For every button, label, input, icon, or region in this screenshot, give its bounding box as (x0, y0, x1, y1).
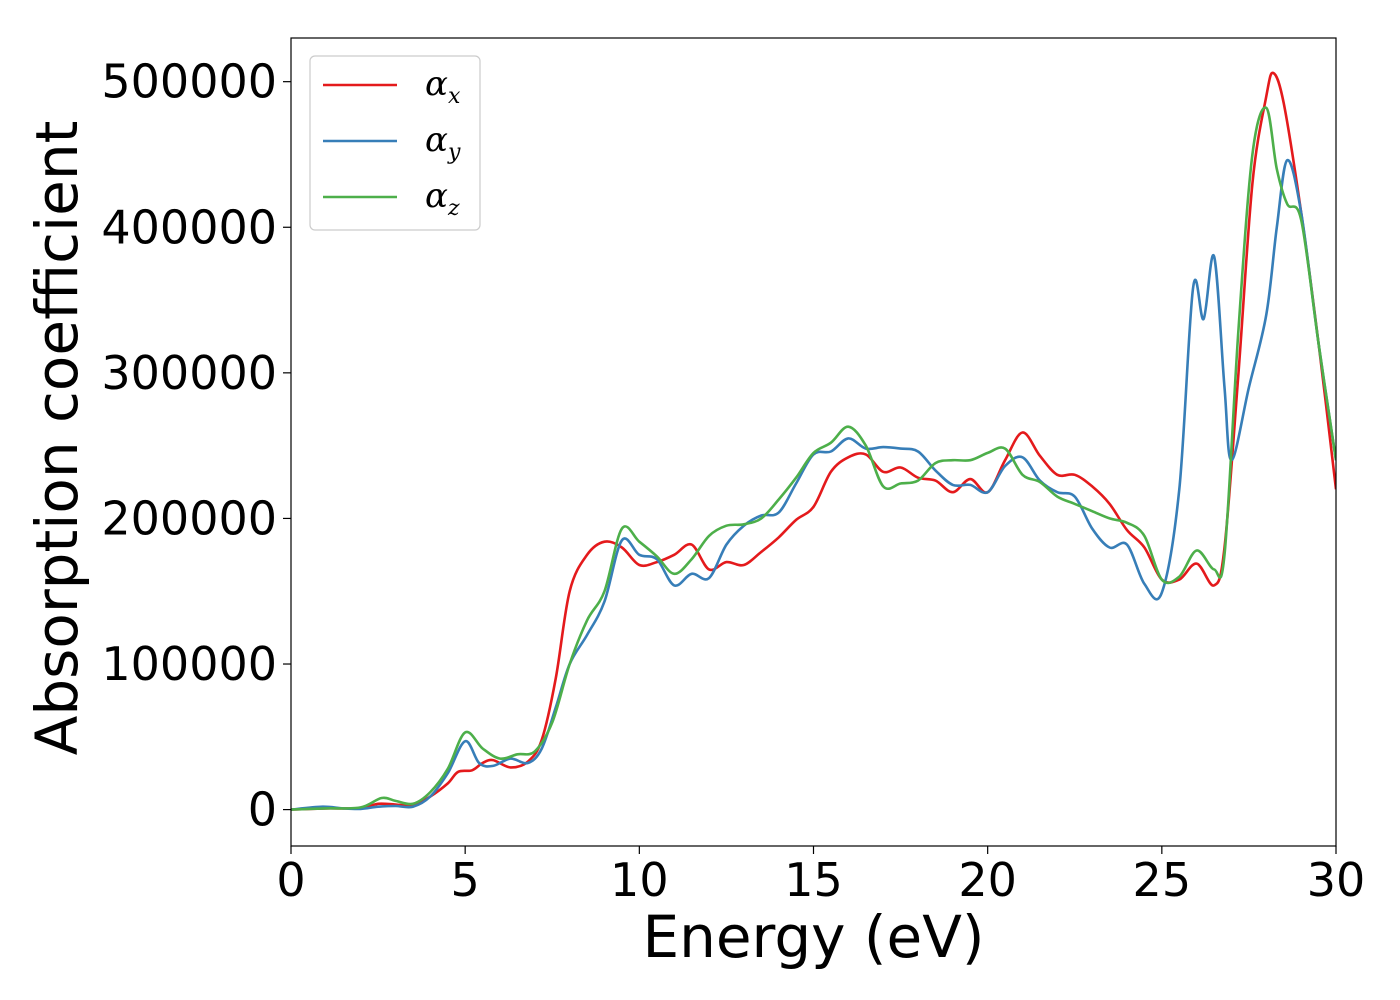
y-tick-label: 300000 (101, 346, 277, 400)
series-line-z (291, 106, 1336, 811)
x-axis-ticks: 0 5 10 15 20 25 30 (276, 846, 1365, 907)
y-axis-ticks: 0 100000 200000 300000 400000 500000 (101, 55, 291, 837)
x-tick-label: 30 (1307, 853, 1366, 907)
y-tick-label: 0 (248, 783, 277, 837)
legend-label-x: αx (425, 64, 461, 109)
y-tick-label: 200000 (101, 491, 277, 545)
y-tick-label: 500000 (101, 55, 277, 109)
series-layer (291, 71, 1336, 811)
y-axis-label: Absorption coefficient (23, 121, 91, 756)
x-tick-label: 15 (784, 853, 843, 907)
legend-box (309, 55, 481, 231)
x-tick-label: 25 (1133, 853, 1192, 907)
x-axis-label: Energy (eV) (642, 903, 984, 971)
y-tick-label: 400000 (101, 200, 277, 254)
legend-label-z: αz (425, 176, 460, 221)
x-tick-label: 20 (958, 853, 1017, 907)
series-line-y (291, 158, 1336, 811)
y-tick-label: 100000 (101, 637, 277, 691)
x-tick-label: 0 (276, 853, 305, 907)
legend-label-y: αy (425, 120, 461, 165)
x-tick-label: 5 (451, 853, 480, 907)
legend: αx αy αz (309, 55, 481, 231)
x-tick-label: 10 (610, 853, 669, 907)
